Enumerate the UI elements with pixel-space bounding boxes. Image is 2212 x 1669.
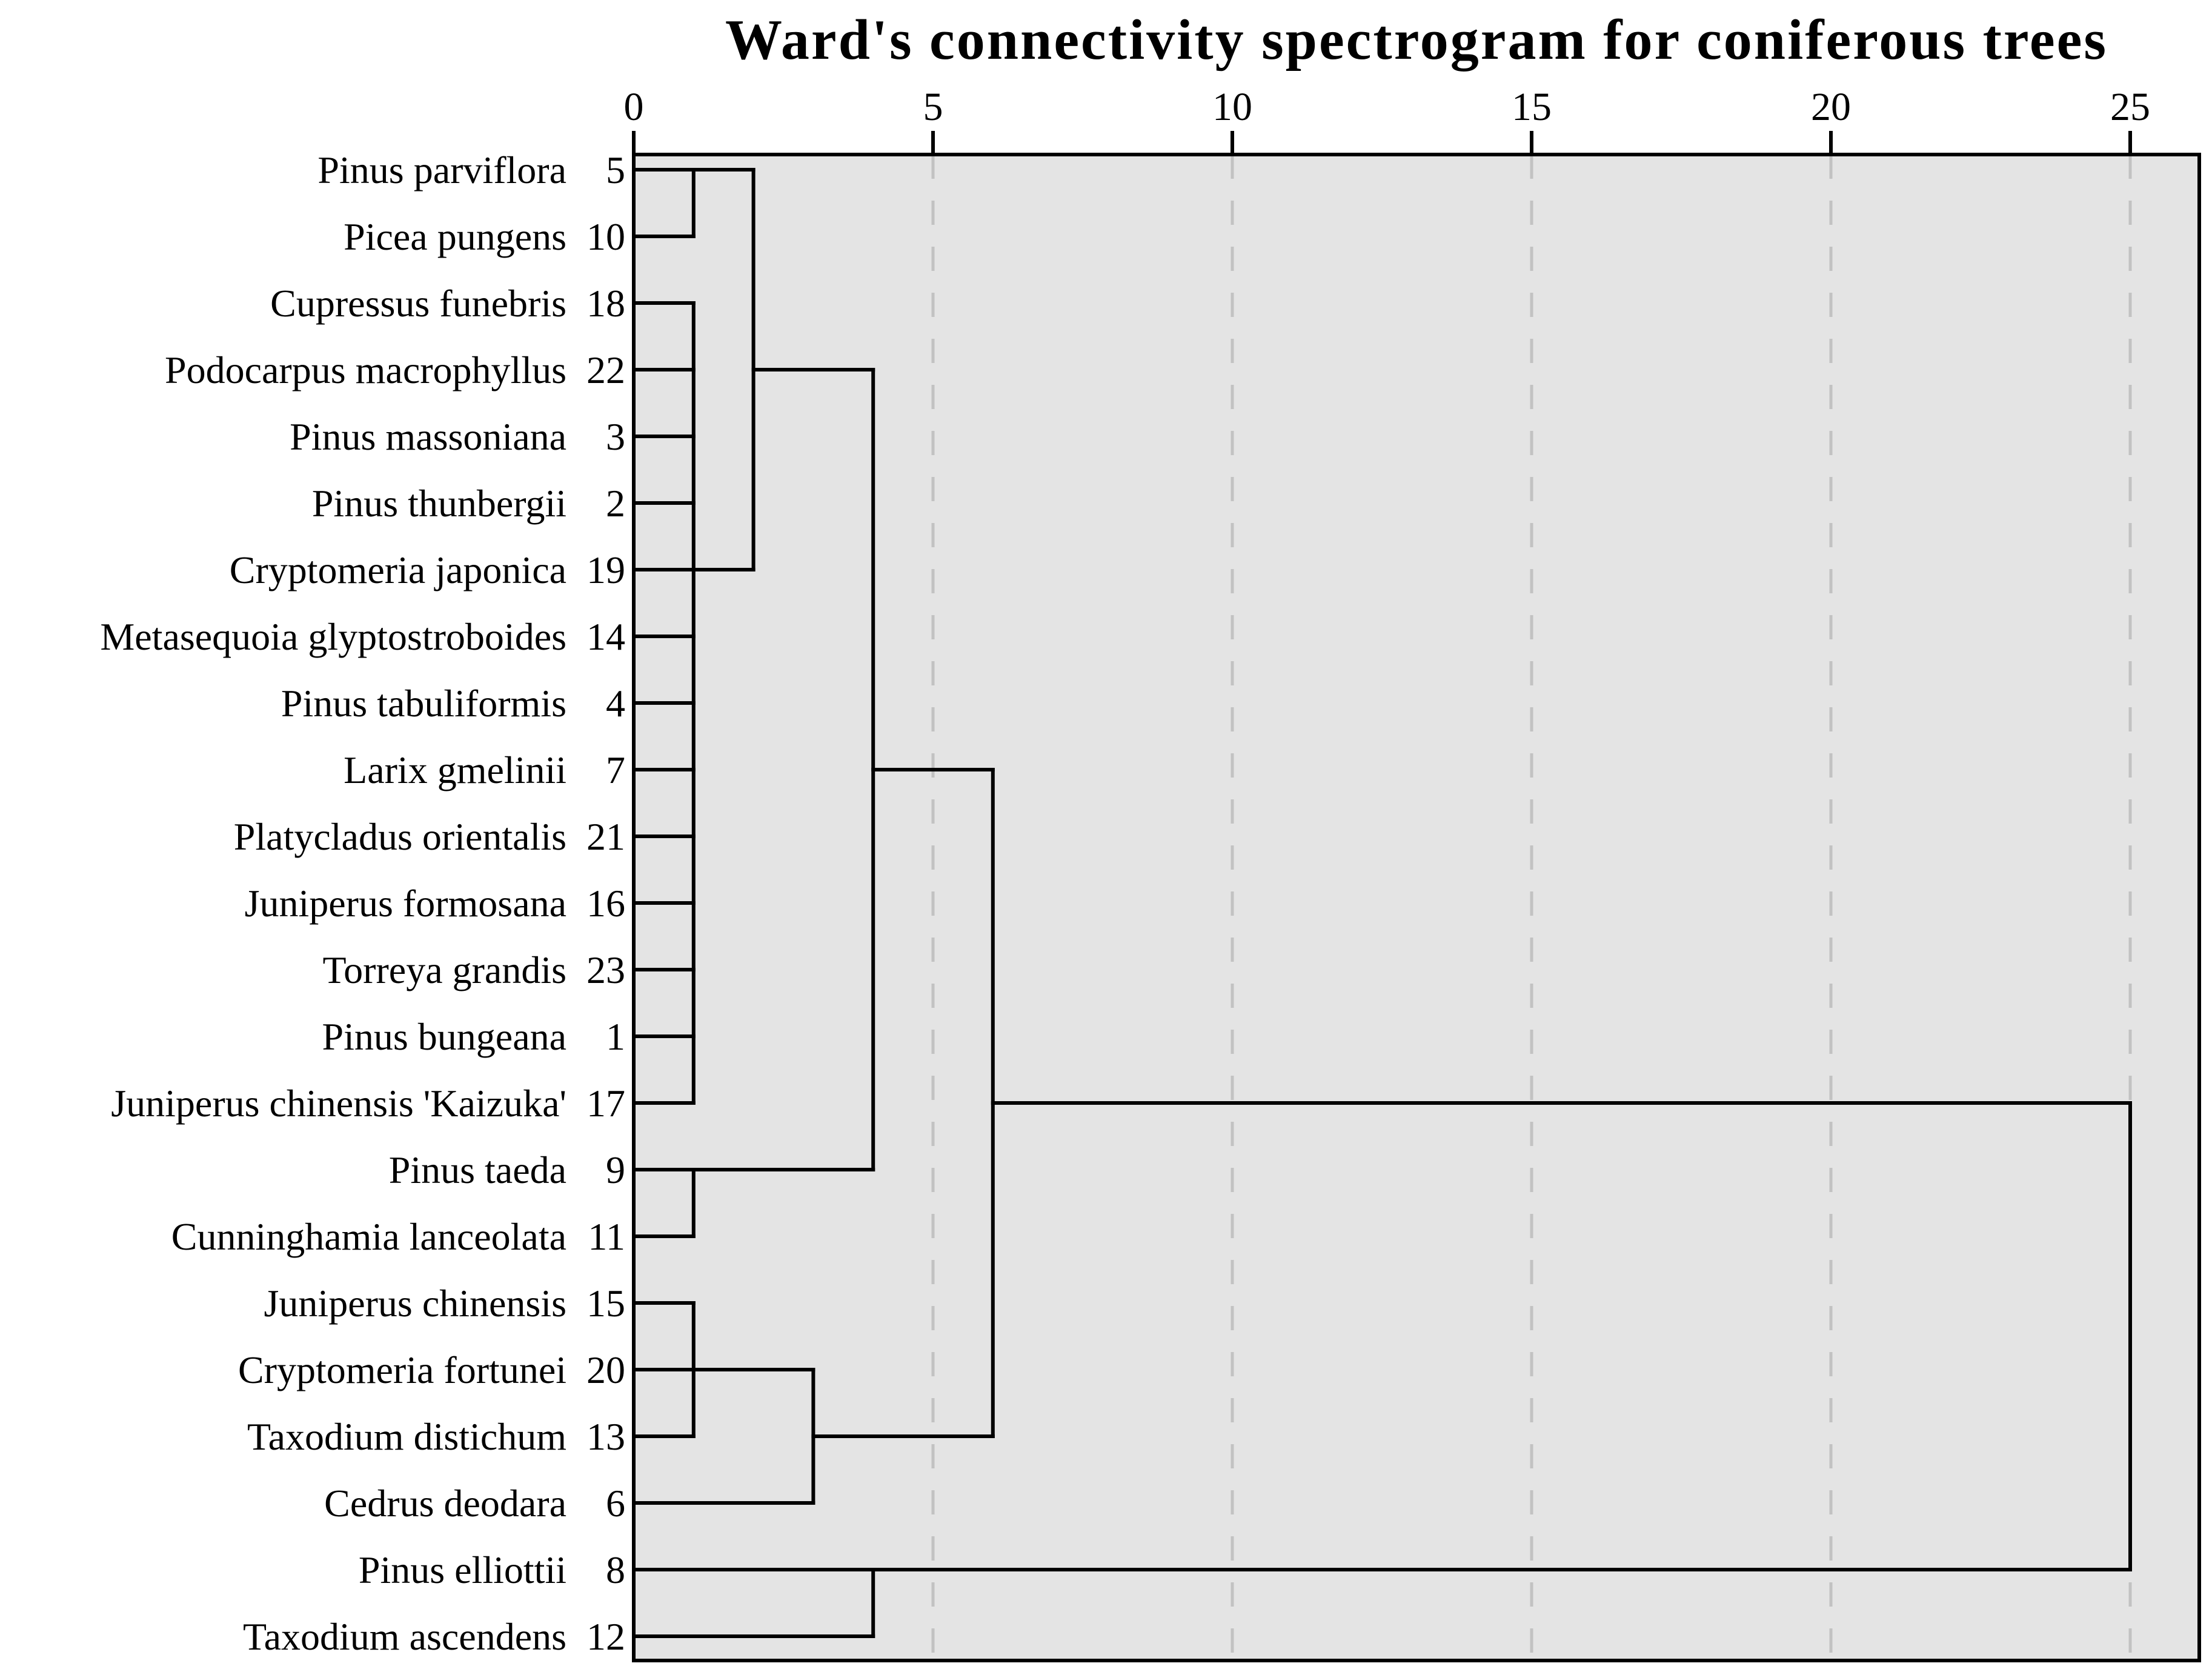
leaf-id-label: 6 (606, 1482, 625, 1525)
leaf-species-label: Pinus taeda (389, 1148, 566, 1191)
leaf-species-label: Cunninghamia lanceolata (171, 1215, 566, 1258)
leaf-id-label: 13 (586, 1415, 625, 1458)
leaf-species-label: Pinus elliottii (359, 1548, 566, 1591)
leaf-species-label: Pinus bungeana (322, 1015, 567, 1058)
leaf-id-label: 15 (586, 1282, 625, 1325)
leaf-id-label: 4 (606, 682, 625, 725)
leaf-id-label: 11 (588, 1215, 625, 1258)
leaf-species-label: Pinus parviflora (317, 148, 566, 192)
leaf-id-label: 12 (586, 1615, 625, 1658)
leaf-species-label: Cedrus deodara (324, 1482, 566, 1525)
axis-tick-label: 15 (1512, 85, 1552, 129)
leaf-id-label: 10 (586, 215, 625, 258)
leaf-id-label: 21 (586, 815, 625, 858)
plot-border (632, 153, 2201, 1662)
leaf-id-label: 5 (606, 148, 625, 192)
leaf-id-label: 1 (606, 1015, 625, 1058)
leaf-species-label: Pinus massoniana (290, 415, 566, 458)
leaf-species-label: Platycladus orientalis (234, 815, 566, 858)
leaf-id-label: 22 (586, 348, 625, 391)
leaf-id-label: 19 (586, 548, 625, 591)
leaf-id-label: 20 (586, 1348, 625, 1391)
leaf-id-label: 2 (606, 482, 625, 525)
leaf-species-label: Cryptomeria fortunei (238, 1348, 566, 1391)
axis-tick-label: 10 (1212, 85, 1252, 129)
leaf-species-label: Taxodium distichum (247, 1415, 566, 1458)
leaf-species-label: Larix gmelinii (344, 748, 566, 791)
leaf-id-label: 18 (586, 282, 625, 325)
axis-tick-label: 25 (2110, 85, 2150, 129)
axis-tick-label: 20 (1811, 85, 1851, 129)
leaf-species-label: Pinus tabuliformis (281, 682, 566, 725)
leaf-species-label: Taxodium ascendens (243, 1615, 566, 1658)
axis-tick-label: 5 (923, 85, 943, 129)
leaf-id-label: 9 (606, 1148, 625, 1191)
leaf-species-label: Podocarpus macrophyllus (165, 348, 566, 391)
leaf-species-label: Metasequoia glyptostroboides (100, 615, 566, 658)
leaf-species-label: Cupressus funebris (270, 282, 566, 325)
leaf-id-label: 23 (586, 948, 625, 991)
leaf-species-label: Juniperus chinensis (264, 1282, 567, 1325)
leaf-species-label: Juniperus formosana (245, 882, 566, 925)
leaf-id-label: 17 (586, 1082, 625, 1125)
leaf-species-label: Juniperus chinensis 'Kaizuka' (111, 1082, 566, 1125)
leaf-species-label: Torreya grandis (323, 948, 566, 991)
leaf-id-label: 7 (606, 748, 625, 791)
leaf-id-label: 8 (606, 1548, 625, 1591)
leaf-id-label: 16 (586, 882, 625, 925)
chart-title: Ward's connectivity spectrogram for coni… (725, 8, 2108, 72)
leaf-id-label: 3 (606, 415, 625, 458)
leaf-id-label: 14 (586, 615, 625, 658)
leaf-species-label: Pinus thunbergii (312, 482, 566, 525)
axis-tick-label: 0 (624, 85, 644, 129)
plot-panel (634, 155, 2199, 1661)
leaf-species-label: Picea pungens (344, 215, 566, 258)
leaf-species-label: Cryptomeria japonica (230, 548, 566, 591)
